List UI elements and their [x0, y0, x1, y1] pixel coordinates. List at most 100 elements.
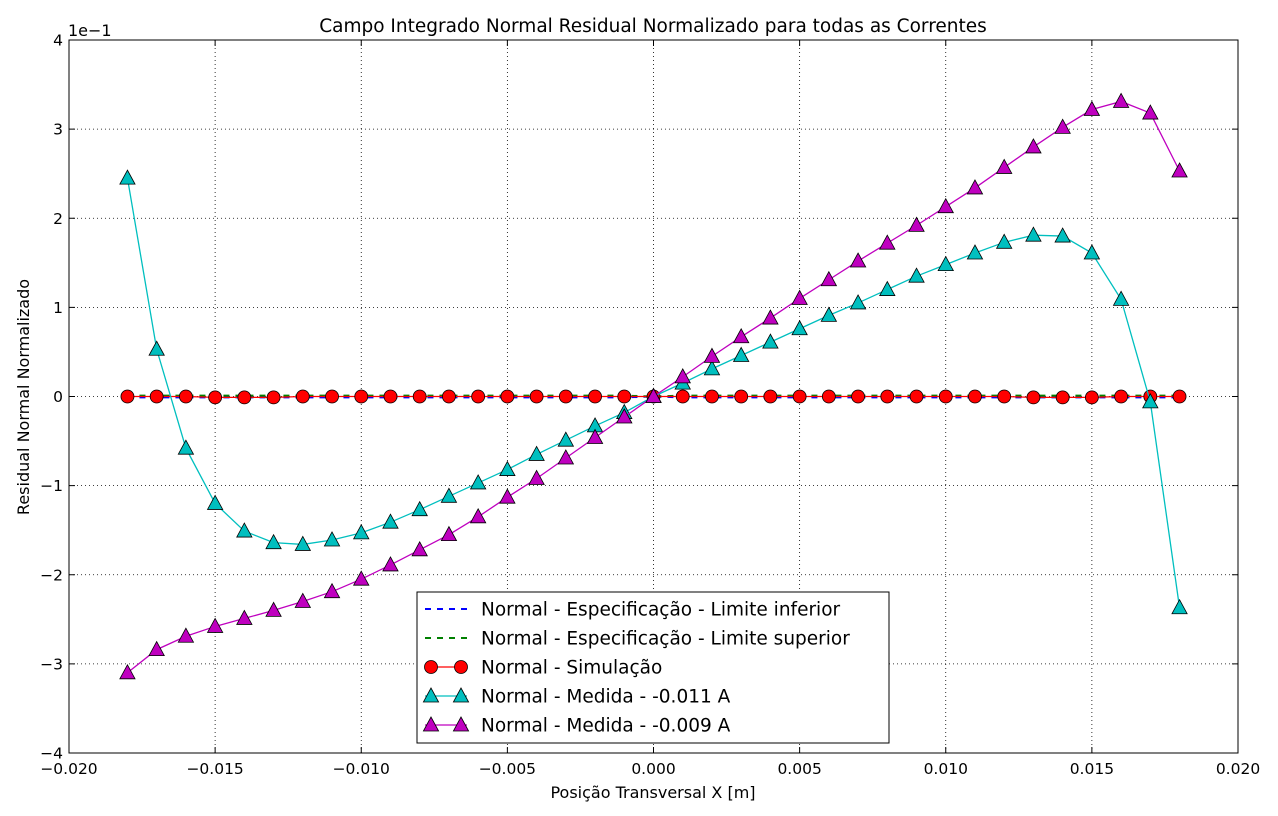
- legend-swatch-marker: [422, 687, 440, 703]
- data-point: [588, 389, 602, 404]
- data-point: [528, 445, 545, 461]
- data-point: [352, 524, 370, 540]
- data-point: [908, 216, 925, 232]
- data-point: [908, 267, 925, 283]
- x-tick-label: −0.005: [479, 760, 536, 778]
- legend-label: Normal - Medida - -0.011 A: [481, 687, 731, 708]
- data-point: [586, 428, 604, 444]
- legend-swatch-marker: [452, 716, 470, 732]
- data-point: [791, 289, 808, 305]
- y-tick-label: 0: [53, 388, 63, 406]
- data-point: [499, 488, 516, 504]
- data-point: [529, 389, 544, 404]
- data-point: [1054, 118, 1071, 134]
- data-point: [411, 540, 428, 557]
- data-point: [937, 197, 955, 214]
- series-layer: [119, 92, 1188, 680]
- data-point: [469, 474, 487, 490]
- data-point: [703, 360, 721, 376]
- y-tick-label: 4: [53, 32, 63, 50]
- series-3: [120, 389, 1187, 405]
- data-point: [1026, 390, 1041, 405]
- data-point: [732, 327, 750, 344]
- data-point: [821, 389, 836, 404]
- legend-swatch-marker: [422, 716, 440, 732]
- data-point: [880, 389, 895, 404]
- data-point: [1114, 389, 1128, 404]
- data-point: [382, 513, 399, 529]
- x-tick-label: −0.020: [40, 760, 97, 778]
- legend-swatch-marker: [452, 687, 470, 703]
- data-point: [1055, 390, 1070, 405]
- data-point: [820, 306, 838, 322]
- data-point: [412, 389, 427, 404]
- data-point: [1083, 244, 1101, 260]
- data-point: [703, 347, 721, 363]
- data-point: [469, 507, 487, 524]
- data-point: [705, 389, 719, 404]
- data-point: [763, 389, 778, 404]
- data-point: [851, 389, 865, 404]
- legend-label: Normal - Especificação - Limite superior: [481, 629, 850, 650]
- x-tick-label: 0.020: [1216, 760, 1260, 778]
- x-tick-label: 0.005: [777, 760, 821, 778]
- y-tick-label: −3: [40, 655, 63, 673]
- legend-box: [416, 591, 890, 744]
- axis-ticks: −0.020 −0.015 −0.010 −0.005 0.000 0.005 0.010 0…: [40, 32, 1260, 779]
- data-point: [323, 531, 341, 547]
- data-point: [295, 389, 310, 404]
- data-point: [1025, 226, 1042, 242]
- data-point: [352, 570, 370, 586]
- data-point: [1142, 104, 1159, 120]
- data-point: [1083, 100, 1101, 116]
- x-tick-label: −0.010: [333, 760, 390, 778]
- y-tick-label: −4: [40, 745, 63, 763]
- y-tick-label: 2: [53, 210, 63, 228]
- series-4: [119, 169, 1188, 615]
- chart-title: Campo Integrado Normal Residual Normaliz…: [319, 16, 987, 37]
- legend-label: Normal - Especificação - Limite inferior: [481, 600, 841, 621]
- data-point: [557, 449, 575, 465]
- data-point: [762, 333, 779, 349]
- data-point: [206, 494, 224, 510]
- data-point: [177, 627, 195, 643]
- data-point: [265, 601, 282, 617]
- data-point: [968, 389, 982, 404]
- data-point: [879, 280, 896, 296]
- data-point: [354, 389, 369, 404]
- data-point: [645, 387, 662, 403]
- y-tick-label: −1: [40, 477, 63, 495]
- data-point: [382, 556, 399, 572]
- data-point: [325, 389, 339, 404]
- data-point: [265, 533, 282, 550]
- legend: Normal - Especificação - Limite inferior…: [416, 591, 890, 744]
- data-point: [909, 389, 924, 404]
- data-point: [120, 389, 135, 404]
- data-point: [675, 389, 690, 404]
- data-point: [294, 535, 312, 551]
- y-axis-label: Residual Normal Normalizado: [14, 279, 33, 515]
- data-point: [236, 609, 253, 625]
- data-point: [995, 158, 1013, 174]
- data-point: [323, 582, 341, 599]
- data-point: [528, 469, 545, 485]
- data-point: [148, 640, 165, 657]
- data-point: [995, 233, 1013, 249]
- data-point: [206, 617, 224, 633]
- data-point: [149, 389, 164, 404]
- data-point: [732, 346, 750, 362]
- data-point: [734, 389, 749, 404]
- data-point: [499, 460, 516, 476]
- x-tick-label: −0.015: [186, 760, 243, 778]
- data-point: [411, 500, 428, 517]
- data-point: [1025, 138, 1042, 154]
- x-tick-label: 0.010: [924, 760, 968, 778]
- data-point: [1112, 92, 1130, 108]
- data-point: [879, 234, 896, 250]
- legend-swatch-marker: [454, 660, 468, 674]
- data-point: [1084, 390, 1099, 405]
- data-point: [1171, 162, 1188, 178]
- y-tick-label: −2: [40, 566, 63, 584]
- data-point: [442, 389, 456, 404]
- data-point: [674, 368, 691, 384]
